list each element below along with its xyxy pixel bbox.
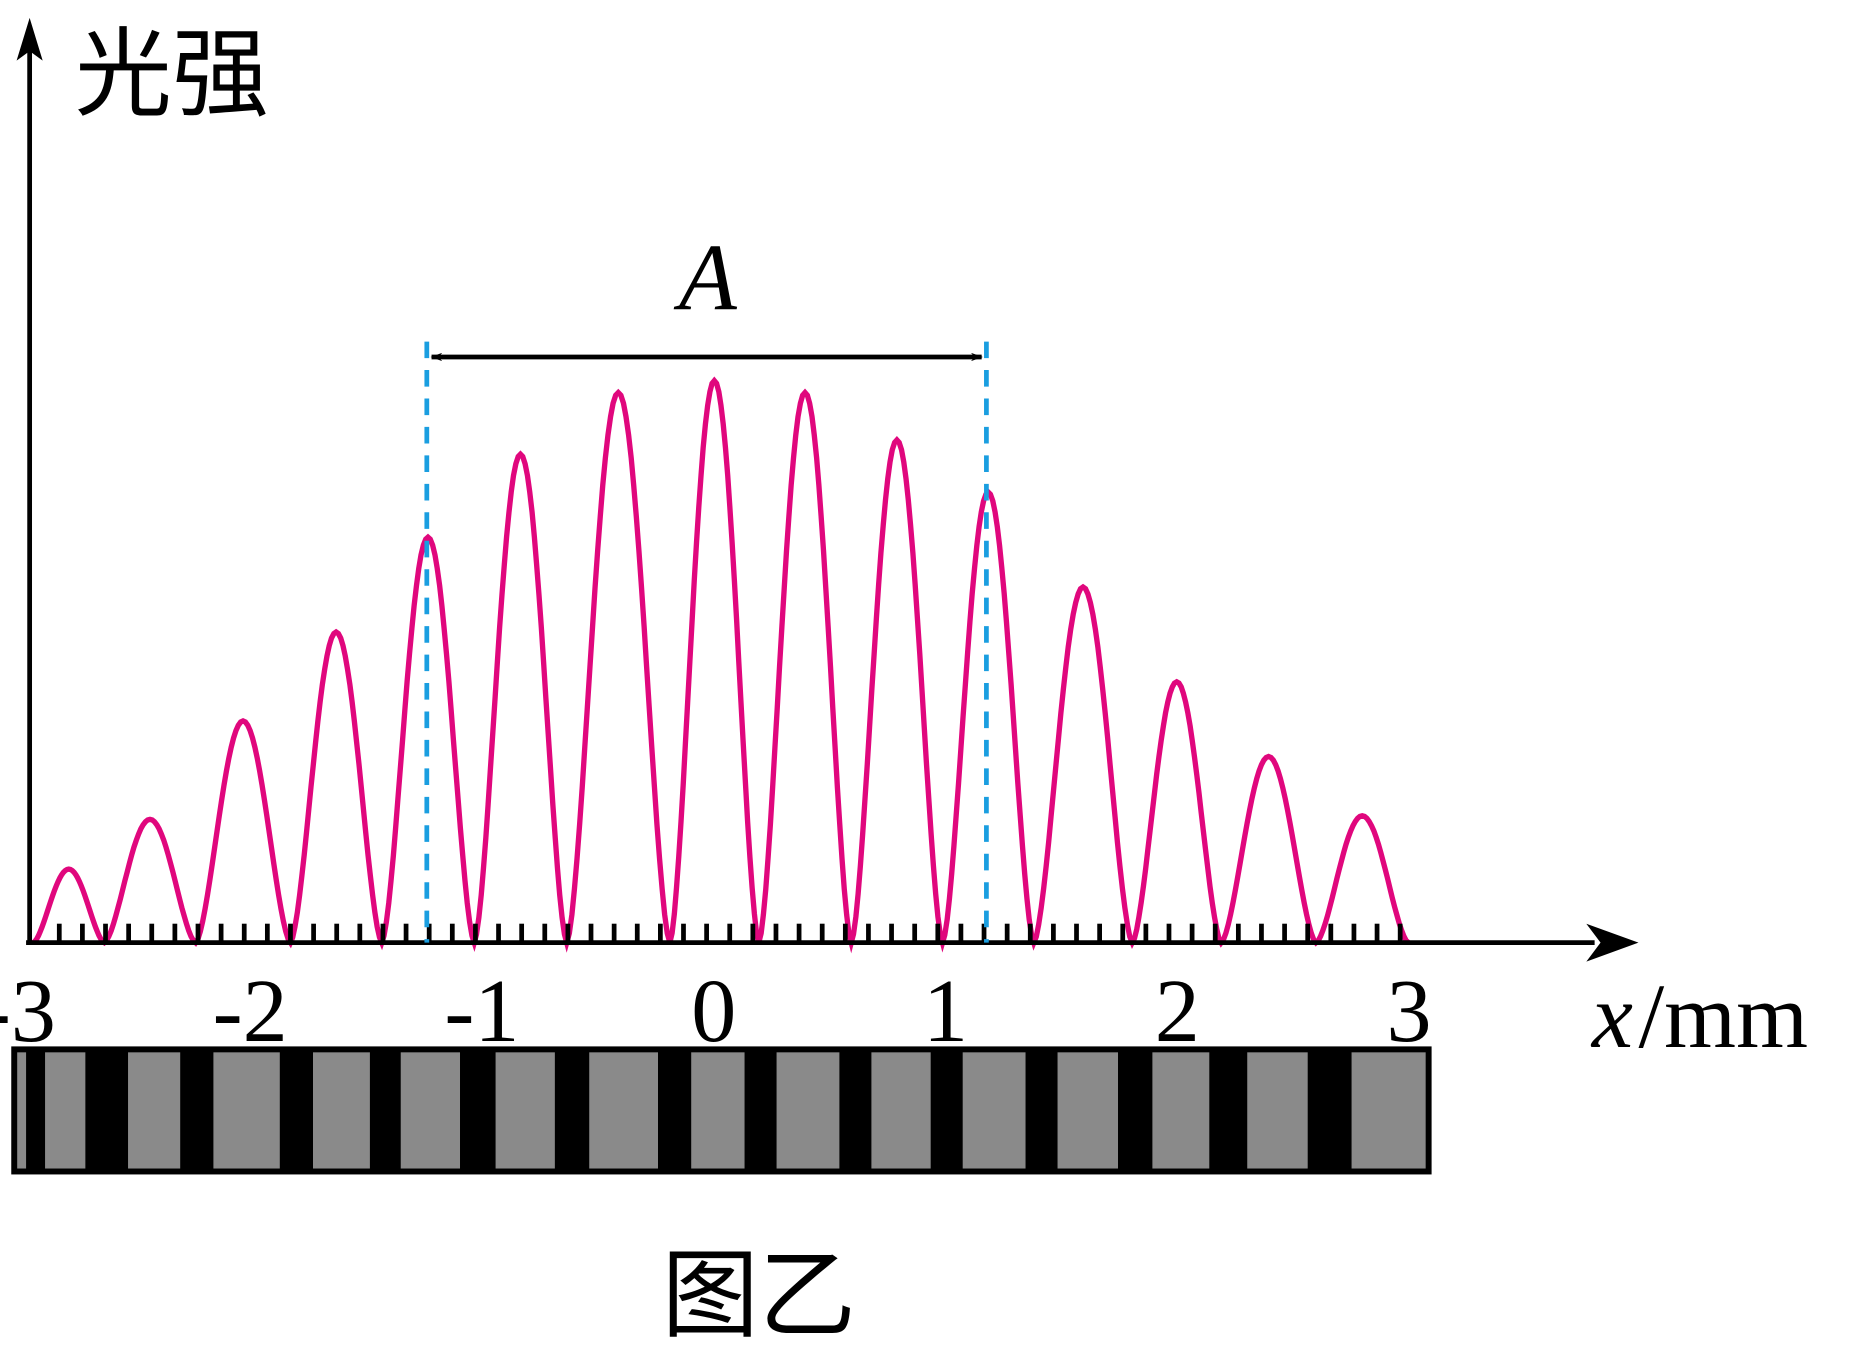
y-arrow bbox=[16, 17, 43, 61]
dark-fringe bbox=[554, 1051, 590, 1170]
fringe-bar bbox=[11, 1046, 1432, 1175]
dark-fringe bbox=[1118, 1051, 1153, 1170]
dark-fringe bbox=[180, 1051, 214, 1170]
intensity-line bbox=[31, 376, 1411, 954]
dark-fringe bbox=[1209, 1051, 1248, 1170]
y-axis-label: 光强 bbox=[75, 22, 269, 130]
tick-labels: -3 -2 -1 0 1 2 3 bbox=[0, 962, 1432, 1061]
dark-fringe bbox=[460, 1051, 496, 1170]
annotation: A bbox=[673, 225, 738, 331]
dark-fringe bbox=[1307, 1051, 1352, 1170]
x-variable: x bbox=[1590, 966, 1633, 1068]
dark-fringe bbox=[26, 1051, 46, 1170]
x-tick-label: 2 bbox=[1155, 962, 1200, 1061]
intensity-curve bbox=[31, 376, 1411, 954]
dark-fringe bbox=[369, 1051, 401, 1170]
caption: 图乙 bbox=[662, 1243, 856, 1351]
dark-fringe bbox=[1025, 1051, 1058, 1170]
x-tick-label: -2 bbox=[213, 962, 288, 1061]
dark-fringe bbox=[930, 1051, 963, 1170]
x-arrow bbox=[1586, 923, 1639, 962]
dark-fringe bbox=[279, 1051, 313, 1170]
x-tick-label: 3 bbox=[1387, 962, 1432, 1061]
dark-fringe bbox=[85, 1051, 129, 1170]
x-unit: /mm bbox=[1638, 966, 1808, 1068]
x-tick-label: -3 bbox=[0, 962, 56, 1061]
minor-ticks bbox=[56, 923, 1403, 943]
x-tick-label: 1 bbox=[923, 962, 968, 1061]
fringe-pattern bbox=[11, 1046, 1432, 1175]
dark-fringe bbox=[658, 1051, 692, 1170]
dark-fringe bbox=[839, 1051, 872, 1170]
x-tick-label: -1 bbox=[444, 962, 519, 1061]
dark-fringe bbox=[744, 1051, 777, 1170]
x-tick-label: 0 bbox=[691, 962, 736, 1061]
